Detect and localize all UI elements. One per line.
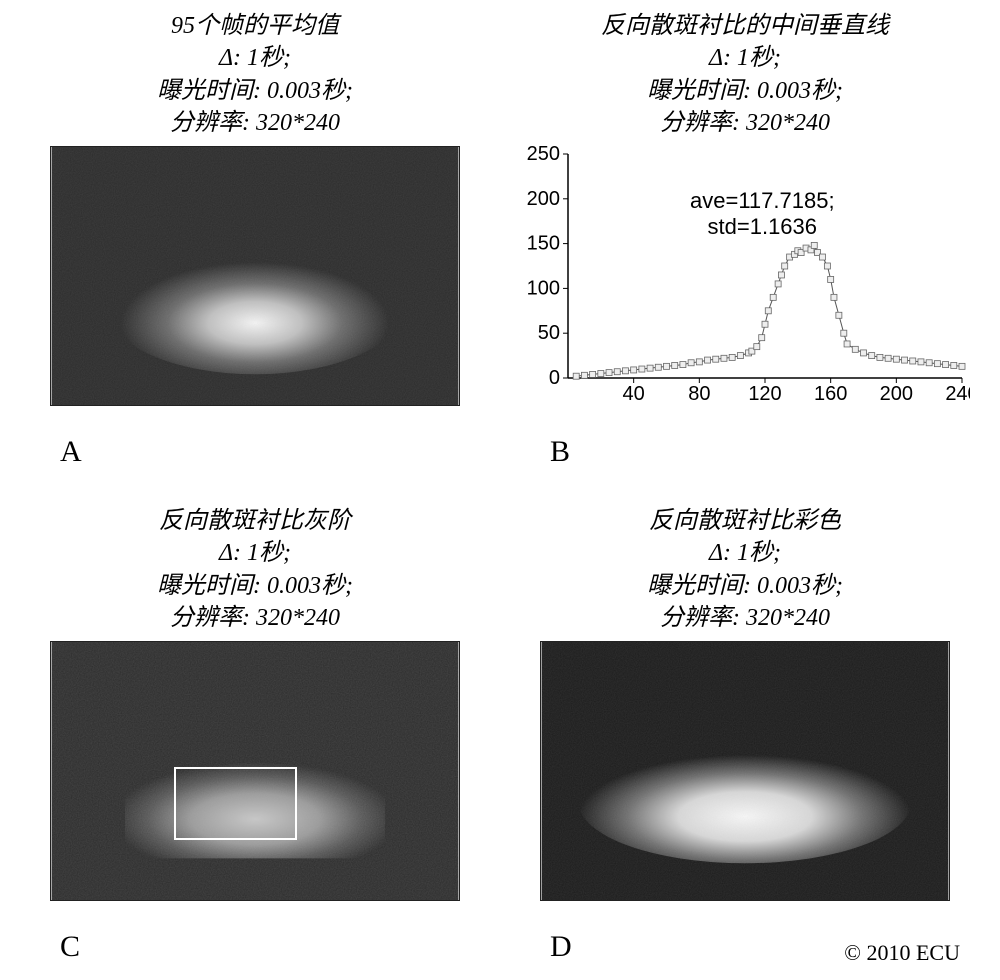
panel-a-image xyxy=(50,146,460,406)
caption-text: 分辨率: 320*240 xyxy=(157,602,353,634)
svg-text:0: 0 xyxy=(549,367,560,389)
speckle-color-blob-svg xyxy=(541,642,949,900)
svg-text:200: 200 xyxy=(527,187,560,209)
svg-text:200: 200 xyxy=(880,383,913,405)
panel-d-label: D xyxy=(550,930,572,964)
caption-text: 反向散斑衬比的中间垂直线 xyxy=(601,10,889,42)
panel-b-label: B xyxy=(550,435,570,469)
caption-text: 反向散斑衬比彩色 xyxy=(647,505,843,537)
panel-d-caption: 反向散斑衬比彩色 Δ: 1秒; 曝光时间: 0.003秒; 分辨率: 320*2… xyxy=(647,505,843,635)
panel-c-caption: 反向散斑衬比灰阶 Δ: 1秒; 曝光时间: 0.003秒; 分辨率: 320*2… xyxy=(157,505,353,635)
svg-text:250: 250 xyxy=(527,146,560,165)
svg-text:160: 160 xyxy=(814,383,847,405)
caption-text: 分辨率: 320*240 xyxy=(157,107,353,139)
panel-c-image xyxy=(50,641,460,901)
panel-c: 反向散斑衬比灰阶 Δ: 1秒; 曝光时间: 0.003秒; 分辨率: 320*2… xyxy=(20,505,490,960)
caption-text: 95个帧的平均值 xyxy=(157,10,353,42)
caption-text: 曝光时间: 0.003秒; xyxy=(157,570,353,602)
svg-text:120: 120 xyxy=(748,383,781,405)
panel-a-caption: 95个帧的平均值 Δ: 1秒; 曝光时间: 0.003秒; 分辨率: 320*2… xyxy=(157,10,353,140)
panel-c-label: C xyxy=(60,930,80,964)
caption-text: 反向散斑衬比灰阶 xyxy=(157,505,353,537)
caption-text: 分辨率: 320*240 xyxy=(601,107,889,139)
caption-text: Δ: 1秒; xyxy=(157,537,353,569)
caption-text: 曝光时间: 0.003秒; xyxy=(601,75,889,107)
panel-b: 反向散斑衬比的中间垂直线 Δ: 1秒; 曝光时间: 0.003秒; 分辨率: 3… xyxy=(510,10,980,465)
svg-text:80: 80 xyxy=(688,383,710,405)
panel-a-label: A xyxy=(60,435,82,469)
caption-text: Δ: 1秒; xyxy=(601,42,889,74)
panel-d: 反向散斑衬比彩色 Δ: 1秒; 曝光时间: 0.003秒; 分辨率: 320*2… xyxy=(510,505,980,960)
svg-text:150: 150 xyxy=(527,232,560,254)
stat-std: std=1.1636 xyxy=(690,214,835,240)
svg-text:40: 40 xyxy=(623,383,645,405)
caption-text: 曝光时间: 0.003秒; xyxy=(647,570,843,602)
caption-text: Δ: 1秒; xyxy=(157,42,353,74)
caption-text: Δ: 1秒; xyxy=(647,537,843,569)
caption-text: 曝光时间: 0.003秒; xyxy=(157,75,353,107)
panel-b-chart: 0 50 100 150 200 250 40 80 120 160 200 240 ave=117.… xyxy=(520,146,970,406)
svg-text:50: 50 xyxy=(538,322,560,344)
speckle-blob-svg xyxy=(51,147,459,405)
panel-b-caption: 反向散斑衬比的中间垂直线 Δ: 1秒; 曝光时间: 0.003秒; 分辨率: 3… xyxy=(601,10,889,140)
roi-rectangle xyxy=(174,767,297,840)
svg-text:100: 100 xyxy=(527,277,560,299)
svg-text:240: 240 xyxy=(945,383,970,405)
caption-text: 分辨率: 320*240 xyxy=(647,602,843,634)
chart-stats: ave=117.7185; std=1.1636 xyxy=(690,188,835,241)
panel-a: 95个帧的平均值 Δ: 1秒; 曝光时间: 0.003秒; 分辨率: 320*2… xyxy=(20,10,490,465)
stat-ave: ave=117.7185; xyxy=(690,188,835,214)
line-chart-svg: 0 50 100 150 200 250 40 80 120 160 200 240 xyxy=(520,146,970,406)
copyright-text: © 2010 ECU xyxy=(844,940,960,966)
panel-d-image xyxy=(540,641,950,901)
